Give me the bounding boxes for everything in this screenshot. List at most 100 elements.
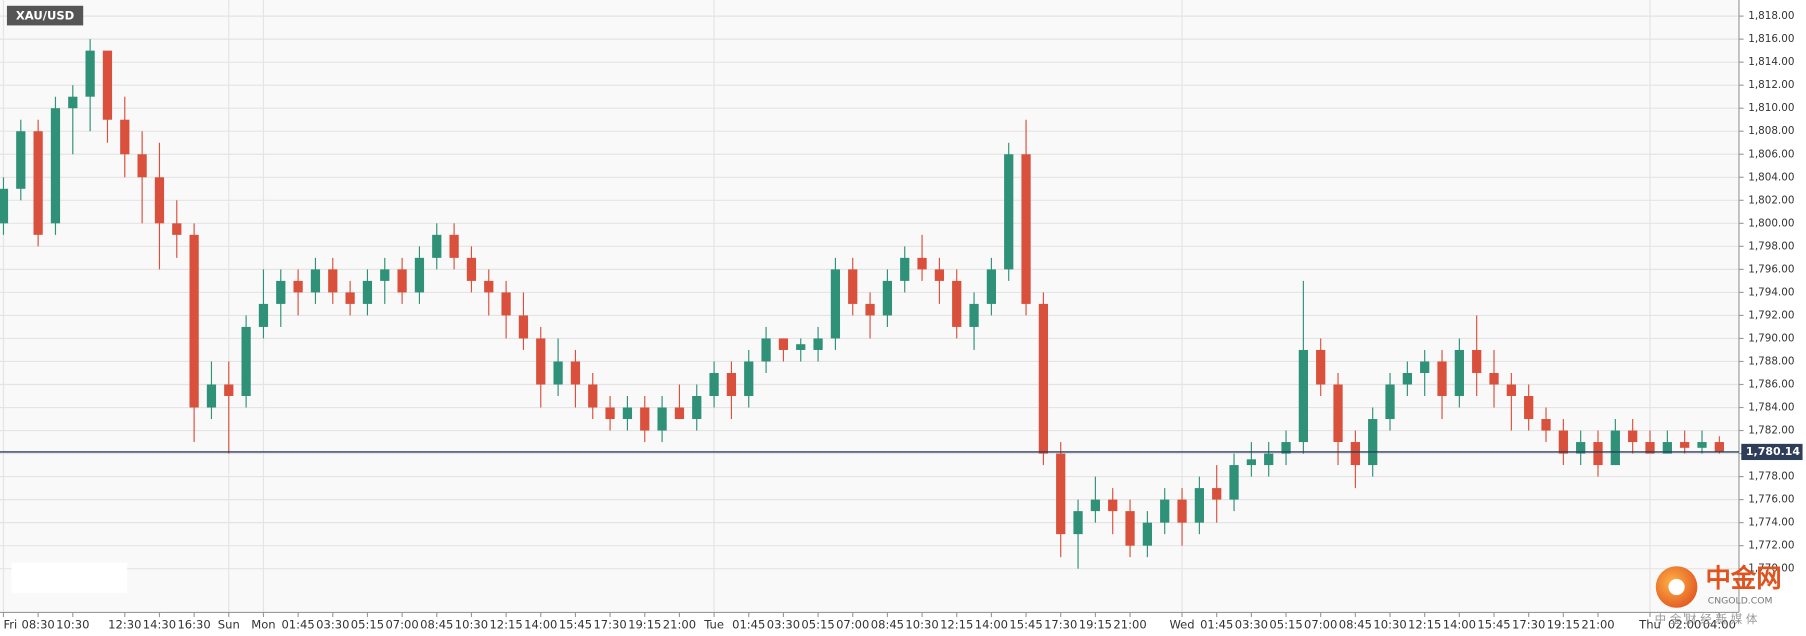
candle-body — [1194, 488, 1204, 523]
x-tick-label: 15:45 — [1009, 618, 1042, 632]
candle-body — [1073, 511, 1083, 535]
candle-body — [917, 257, 927, 270]
candle-body — [986, 269, 997, 304]
candle-body — [1298, 349, 1308, 443]
candle-body — [293, 280, 303, 293]
candle-body — [553, 361, 563, 385]
candle-body — [380, 269, 390, 281]
candle-body — [796, 344, 806, 350]
candle-body — [1090, 499, 1101, 512]
candle-body — [120, 119, 130, 155]
y-tick-label: 1,800.00 — [1748, 217, 1794, 229]
x-tick-label: 10:30 — [56, 618, 89, 632]
y-tick-label: 1,784.00 — [1748, 402, 1794, 414]
last-price-label: 1,780.14 — [1746, 445, 1800, 458]
candle-body — [1680, 442, 1690, 448]
y-tick-label: 1,790.00 — [1748, 332, 1794, 344]
candle-body — [501, 292, 511, 316]
x-tick-label: 03:30 — [316, 618, 349, 632]
candle-body — [865, 303, 875, 316]
x-tick-label: Fri — [3, 618, 17, 632]
y-tick-label: 1,796.00 — [1748, 263, 1794, 275]
candle-body — [1489, 372, 1499, 385]
candle-body — [1125, 511, 1135, 546]
candle-body — [1454, 349, 1464, 397]
y-tick-label: 1,816.00 — [1748, 33, 1794, 45]
x-tick-label: 14:00 — [524, 618, 557, 632]
x-tick-label: 05:15 — [351, 618, 384, 632]
candle-body — [726, 372, 737, 397]
candle-body — [1645, 442, 1655, 454]
x-tick-label: 05:15 — [801, 618, 834, 632]
candle-body — [1662, 442, 1672, 454]
candle-body — [518, 315, 529, 339]
x-tick-label: Tue — [703, 618, 724, 632]
candle-body — [16, 131, 26, 189]
candle-body — [848, 269, 858, 304]
candle-body — [1350, 442, 1360, 466]
candle-body — [50, 108, 61, 224]
x-tick-label: 02:00 — [1668, 618, 1701, 632]
candle-body — [328, 269, 338, 293]
candle-body — [258, 303, 269, 327]
candle-body — [605, 407, 615, 420]
candle-body — [1333, 384, 1343, 443]
candle-body — [189, 234, 199, 408]
x-tick-label: 21:00 — [1581, 618, 1614, 632]
candle-body — [1541, 419, 1551, 431]
candle-body — [1385, 384, 1395, 420]
candle-body — [484, 280, 494, 293]
x-tick-label: 12:15 — [1408, 618, 1441, 632]
candle-body — [1142, 522, 1153, 546]
x-tick-label: 04:00 — [1703, 618, 1736, 632]
y-tick-label: 1,802.00 — [1748, 194, 1794, 206]
candle-body — [1160, 499, 1170, 523]
x-tick-label: Wed — [1169, 618, 1194, 632]
candle-body — [362, 280, 373, 304]
y-tick-label: 1,772.00 — [1748, 540, 1794, 552]
candle-body — [657, 407, 667, 431]
candle-body — [276, 280, 286, 304]
blank-box — [11, 562, 128, 593]
x-tick-label: 19:15 — [1079, 618, 1112, 632]
watermark-site: CNGOLD.COM — [1708, 595, 1773, 606]
candle-body — [33, 131, 43, 235]
watermark-name: 中金网 — [1705, 563, 1781, 593]
candle-body — [397, 269, 407, 293]
logo-inner — [1668, 578, 1685, 596]
axes: 1,770.00 1,772.00 1,774.00 1,776.00 1,778.00… — [0, 10, 1803, 632]
x-tick-label: 21:00 — [663, 618, 696, 632]
candle-body — [1628, 430, 1638, 443]
x-tick-label: Sun — [218, 618, 240, 632]
x-tick-label: 05:15 — [1269, 618, 1302, 632]
candle-body — [1610, 430, 1620, 466]
x-tick-label: 19:15 — [1547, 618, 1580, 632]
candle-body — [1402, 372, 1412, 385]
x-tick-label: 10:30 — [1373, 618, 1406, 632]
x-tick-label: 17:30 — [593, 618, 626, 632]
candle-body — [692, 396, 702, 420]
y-tick-label: 1,774.00 — [1748, 517, 1794, 529]
candle-body — [1524, 396, 1534, 420]
x-tick-label: 17:30 — [1512, 618, 1545, 632]
x-tick-label: 01:45 — [1200, 618, 1233, 632]
candle-body — [0, 188, 9, 224]
y-tick-label: 1,806.00 — [1748, 148, 1794, 160]
candle-body — [1714, 442, 1724, 452]
x-tick-label: 12:30 — [108, 618, 141, 632]
candle-body — [1368, 419, 1378, 466]
candle-body — [536, 338, 546, 385]
candle-body — [1229, 465, 1239, 500]
x-tick-label: 16:30 — [177, 618, 210, 632]
x-tick-label: 17:30 — [1044, 618, 1077, 632]
candle-body — [622, 407, 633, 420]
candle-body — [1420, 361, 1430, 373]
x-tick-label: 07:00 — [385, 618, 418, 632]
candle-body — [1021, 154, 1031, 304]
chart-title: XAU/USD — [16, 9, 74, 23]
candle-body — [1472, 349, 1482, 373]
x-tick-label: 15:45 — [1477, 618, 1510, 632]
candle-body — [68, 96, 78, 109]
y-tick-label: 1,778.00 — [1748, 471, 1794, 483]
